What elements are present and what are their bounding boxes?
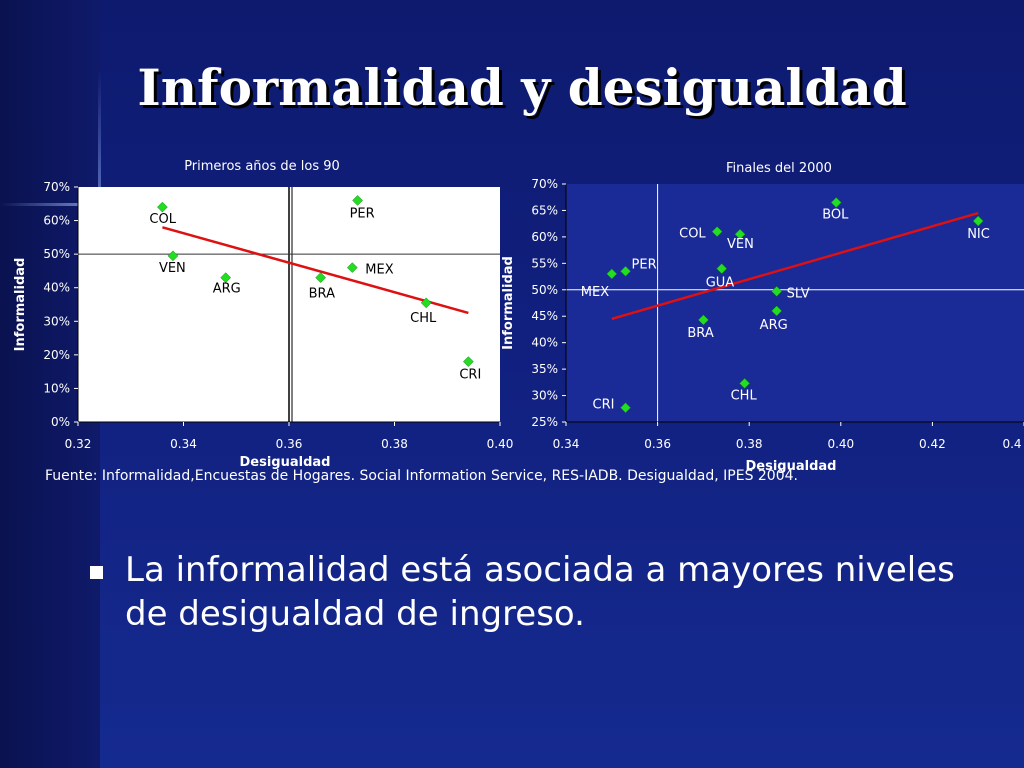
chart2-point-col — [711, 226, 723, 237]
chart2-y-tick-label: 35% — [531, 362, 558, 376]
chart1-point-label-chl: CHL — [410, 311, 437, 326]
chart2-point-chl — [739, 378, 750, 389]
chart1-y-tick-label: 50% — [43, 247, 70, 261]
chart1-y-tick-label: 40% — [43, 281, 70, 295]
chart2-point-nic — [972, 215, 984, 227]
chart1-point-ven — [167, 250, 179, 262]
chart1-point-label-cri: CRI — [459, 368, 481, 383]
chart2-point-label-gua: GUA — [706, 276, 735, 291]
chart2-y-tick-label: 70% — [531, 177, 558, 191]
chart1-y-tick-label: 20% — [43, 348, 70, 362]
chart2-point-cri — [620, 402, 631, 414]
chart1-y-tick-label: 60% — [43, 214, 70, 228]
chart2-x-tick-label: 0.40 — [827, 437, 854, 451]
chart1-point-label-per: PER — [350, 206, 375, 221]
chart2-y-tick-label: 55% — [531, 256, 558, 270]
chart2-point-label-per: PER — [632, 257, 657, 272]
bullet-square-icon — [90, 566, 103, 579]
chart1-y-axis-label: Informalidad — [13, 258, 28, 352]
chart2-point-label-bra: BRA — [687, 326, 713, 341]
slide-title: Informalidad y desigualdad — [137, 58, 907, 117]
chart2-y-tick-label: 40% — [531, 336, 558, 350]
chart1-point-chl — [420, 297, 432, 309]
chart1-point-label-arg: ARG — [213, 282, 241, 297]
chart1-x-tick-label: 0.36 — [276, 437, 303, 451]
chart1-point-label-ven: VEN — [159, 261, 186, 276]
chart2-point-label-bol: BOL — [822, 208, 849, 223]
chart1-y-tick-label: 0% — [51, 415, 70, 429]
chart2-trend-line — [611, 211, 979, 321]
chart2-point-slv — [771, 286, 783, 297]
chart1-point-cri — [462, 356, 474, 367]
chart1-x-axis-label: Desigualdad — [240, 455, 331, 470]
chart1-point-label-bra: BRA — [309, 287, 335, 302]
chart2-x-axis-label: Desigualdad — [746, 459, 837, 474]
chart2-point-label-col: COL — [679, 227, 706, 242]
chart2-point-mex — [606, 268, 618, 280]
chart2-point-label-slv: SLV — [787, 286, 810, 301]
chart2-x-tick-label: 0.34 — [553, 437, 580, 451]
chart2-x-tick-label: 0.38 — [736, 437, 763, 451]
chart1-x-tick-label: 0.34 — [170, 437, 197, 451]
chart2-point-label-chl: CHL — [731, 388, 758, 403]
chart2-point-label-nic: NIC — [967, 227, 990, 242]
chart2-y-tick-label: 25% — [531, 415, 558, 429]
chart1-y-tick-label: 30% — [43, 314, 70, 328]
chart2-plot-area — [566, 184, 1024, 422]
chart2-y-tick-label: 30% — [531, 389, 558, 403]
chart1-point-mex — [346, 262, 358, 273]
chart1-trend-line — [162, 226, 469, 315]
chart1-title: Primeros años de los 90 — [184, 159, 340, 174]
chart2-y-tick-label: 60% — [531, 230, 558, 244]
chart1-x-tick-label: 0.40 — [487, 437, 514, 451]
chart2-title: Finales del 2000 — [726, 161, 832, 176]
chart2-point-per — [620, 265, 631, 277]
chart1-x-tick-label: 0.38 — [381, 437, 408, 451]
chart1-y-tick-label: 70% — [43, 180, 70, 194]
source-note: Fuente: Informalidad,Encuestas de Hogare… — [45, 468, 798, 484]
chart1-point-arg — [220, 272, 232, 283]
chart2-point-bol — [830, 197, 842, 208]
chart2-y-axis-label: Informalidad — [501, 256, 516, 350]
chart2-point-gua — [716, 263, 728, 274]
chart1-x-tick-label: 0.32 — [65, 437, 92, 451]
chart1-point-per — [352, 195, 363, 206]
chart2-x-tick-label: 0.42 — [919, 437, 946, 451]
chart1-y-tick-label: 10% — [43, 381, 70, 395]
chart1-point-label-col: COL — [149, 212, 176, 227]
chart2-point-arg — [771, 305, 783, 317]
chart2-point-label-ven: VEN — [727, 237, 754, 252]
chart2-point-label-arg: ARG — [760, 318, 788, 333]
chart2-point-bra — [698, 314, 709, 326]
chart2-point-label-cri: CRI — [593, 398, 615, 413]
chart1-point-label-mex: MEX — [365, 263, 393, 278]
charts-canvas: 0% 10% 20% 30% 40% 50% 60% 70% 0.32 0.34 0.36 0.38 0… — [13, 159, 1024, 474]
chart2-y-tick-label: 50% — [531, 283, 558, 297]
bullet-text: La informalidad está asociada a mayores … — [125, 550, 955, 634]
chart2-x-tick-label: 0.36 — [644, 437, 671, 451]
chart2-point-label-mex: MEX — [581, 285, 609, 300]
chart2-point-ven — [734, 228, 746, 240]
chart1-point-bra — [315, 272, 327, 283]
chart2-y-tick-label: 45% — [531, 309, 558, 323]
chart2-y-tick-label: 65% — [531, 203, 558, 217]
chart1-point-col — [157, 201, 168, 213]
chart2-x-tick-label: 0.4 — [1002, 437, 1021, 451]
